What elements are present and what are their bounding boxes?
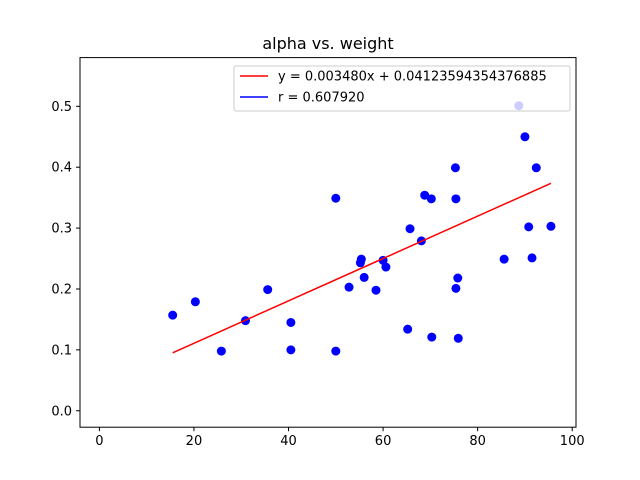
data-point [546, 221, 556, 231]
data-point [451, 283, 461, 293]
data-point [381, 262, 391, 272]
data-point [426, 194, 436, 204]
data-point [403, 324, 413, 334]
legend-label-r: r = 0.607920 [278, 91, 365, 106]
x-tick-label: 0 [95, 434, 103, 449]
data-point [405, 224, 415, 234]
data-point [263, 285, 273, 295]
data-point [371, 285, 381, 295]
x-tick-label: 100 [560, 434, 585, 449]
data-point [420, 190, 430, 200]
x-tick-label: 60 [375, 434, 392, 449]
data-point [450, 163, 460, 173]
y-tick-label: 0.4 [51, 161, 72, 176]
plot-area [80, 57, 576, 428]
data-point [190, 297, 200, 307]
y-tick-label: 0.3 [51, 222, 72, 237]
data-point [520, 132, 530, 142]
legend-label-fit: y = 0.003480x + 0.04123594354376885 [278, 70, 547, 85]
y-tick-label: 0.1 [51, 343, 72, 358]
y-tick-label: 0.0 [51, 404, 72, 419]
data-point [286, 317, 296, 327]
data-point [356, 254, 366, 264]
plot-border [79, 57, 577, 428]
legend-box [233, 65, 571, 112]
x-tick-label: 40 [280, 434, 297, 449]
fit-line [172, 182, 552, 354]
data-point [359, 272, 369, 282]
data-point [331, 346, 341, 356]
data-point [527, 253, 537, 263]
data-point [453, 333, 463, 343]
data-point [451, 194, 461, 204]
data-point [216, 346, 226, 356]
data-point [286, 345, 296, 355]
legend: y = 0.003480x + 0.04123594354376885 r = … [233, 65, 571, 112]
x-tick-label: 80 [469, 434, 486, 449]
data-point [453, 273, 463, 283]
fit-line-layer [172, 182, 552, 354]
x-axis: 0 20 40 60 80 100 [95, 427, 585, 449]
x-tick-label: 20 [186, 434, 203, 449]
data-point [531, 163, 541, 173]
data-point [331, 193, 341, 203]
y-tick-label: 0.2 [51, 282, 72, 297]
data-point [499, 254, 509, 264]
data-point [344, 282, 354, 292]
y-tick-label: 0.5 [51, 100, 72, 115]
data-point [427, 332, 437, 342]
data-point [168, 310, 178, 320]
y-axis: 0.0 0.1 0.2 0.3 0.4 0.5 [51, 100, 80, 419]
chart-title: alpha vs. weight [262, 34, 393, 53]
data-point [524, 222, 534, 232]
